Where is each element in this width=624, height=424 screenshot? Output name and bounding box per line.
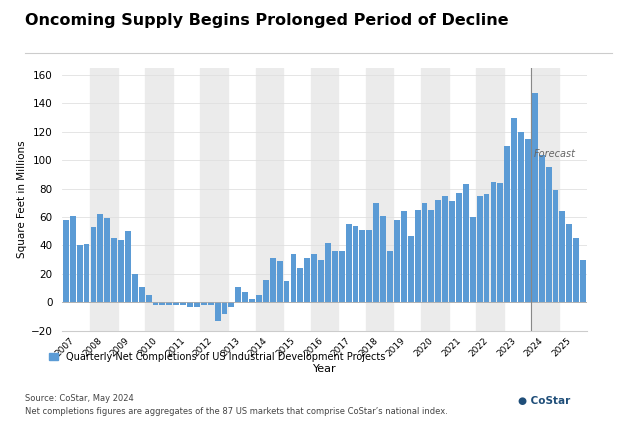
X-axis label: Year: Year bbox=[313, 364, 336, 374]
Bar bbox=[160, 302, 165, 305]
Bar bbox=[511, 117, 517, 302]
Bar bbox=[255, 68, 283, 331]
Bar bbox=[325, 243, 331, 302]
Bar bbox=[442, 196, 448, 302]
Bar bbox=[380, 216, 386, 302]
Bar bbox=[63, 220, 69, 302]
Bar bbox=[270, 258, 276, 302]
Bar bbox=[353, 226, 358, 302]
Bar bbox=[208, 302, 213, 305]
Bar bbox=[567, 224, 572, 302]
Bar bbox=[497, 183, 504, 302]
Bar bbox=[476, 68, 504, 331]
Bar bbox=[422, 203, 427, 302]
Bar bbox=[84, 244, 89, 302]
Bar bbox=[366, 230, 373, 302]
Bar bbox=[242, 293, 248, 302]
Bar bbox=[484, 194, 489, 302]
Bar bbox=[180, 302, 186, 305]
Bar bbox=[132, 274, 138, 302]
Bar bbox=[167, 302, 172, 305]
Bar bbox=[394, 220, 400, 302]
Bar bbox=[421, 68, 449, 331]
Bar bbox=[415, 210, 421, 302]
Bar bbox=[339, 251, 344, 302]
Bar bbox=[463, 184, 469, 302]
Bar bbox=[90, 68, 117, 331]
Bar bbox=[387, 251, 393, 302]
Bar bbox=[560, 211, 565, 302]
Bar bbox=[200, 68, 228, 331]
Bar bbox=[276, 261, 283, 302]
Bar bbox=[263, 279, 269, 302]
Bar bbox=[249, 299, 255, 302]
Bar bbox=[139, 287, 145, 302]
Bar bbox=[118, 240, 124, 302]
Bar bbox=[145, 295, 152, 302]
Bar bbox=[104, 218, 110, 302]
Bar bbox=[201, 302, 207, 305]
Bar bbox=[490, 181, 496, 302]
Bar bbox=[449, 201, 455, 302]
Bar bbox=[70, 216, 76, 302]
Bar bbox=[332, 251, 338, 302]
Bar bbox=[125, 231, 131, 302]
Bar bbox=[187, 302, 193, 307]
Bar bbox=[194, 302, 200, 307]
Bar bbox=[580, 259, 586, 302]
Bar bbox=[228, 302, 234, 307]
Bar bbox=[173, 302, 179, 305]
Bar bbox=[539, 154, 545, 302]
Bar bbox=[318, 259, 324, 302]
Y-axis label: Square Feet in Millions: Square Feet in Millions bbox=[17, 140, 27, 258]
Bar bbox=[518, 132, 524, 302]
Bar bbox=[532, 68, 559, 331]
Bar bbox=[145, 68, 173, 331]
Bar bbox=[235, 287, 241, 302]
Bar bbox=[311, 254, 317, 302]
Legend: Quarterly Net Completions of US Industrial Development Projects: Quarterly Net Completions of US Industri… bbox=[49, 352, 386, 362]
Bar bbox=[532, 93, 538, 302]
Bar bbox=[373, 203, 379, 302]
Bar bbox=[311, 68, 338, 331]
Bar bbox=[298, 268, 303, 302]
Bar bbox=[222, 302, 227, 314]
Bar bbox=[553, 190, 558, 302]
Bar bbox=[477, 196, 482, 302]
Bar bbox=[456, 193, 462, 302]
Bar bbox=[284, 281, 290, 302]
Text: Forecast: Forecast bbox=[534, 149, 575, 159]
Bar bbox=[546, 167, 552, 302]
Bar bbox=[111, 238, 117, 302]
Bar bbox=[90, 227, 96, 302]
Bar bbox=[305, 258, 310, 302]
Bar bbox=[77, 245, 82, 302]
Bar bbox=[573, 238, 579, 302]
Text: Net completions figures are aggregates of the 87 US markets that comprise CoStar: Net completions figures are aggregates o… bbox=[25, 407, 448, 416]
Bar bbox=[401, 211, 407, 302]
Bar bbox=[407, 235, 414, 302]
Text: ● CoStar: ● CoStar bbox=[518, 396, 570, 406]
Text: Source: CoStar, May 2024: Source: CoStar, May 2024 bbox=[25, 394, 134, 403]
Bar bbox=[470, 217, 475, 302]
Bar bbox=[504, 146, 510, 302]
Bar bbox=[97, 214, 103, 302]
Bar bbox=[366, 68, 394, 331]
Bar bbox=[291, 254, 296, 302]
Bar bbox=[436, 200, 441, 302]
Bar bbox=[346, 224, 351, 302]
Bar bbox=[359, 230, 365, 302]
Bar bbox=[153, 302, 158, 305]
Text: Oncoming Supply Begins Prolonged Period of Decline: Oncoming Supply Begins Prolonged Period … bbox=[25, 13, 509, 28]
Bar bbox=[525, 139, 531, 302]
Bar bbox=[429, 210, 434, 302]
Bar bbox=[215, 302, 220, 321]
Bar bbox=[256, 295, 262, 302]
